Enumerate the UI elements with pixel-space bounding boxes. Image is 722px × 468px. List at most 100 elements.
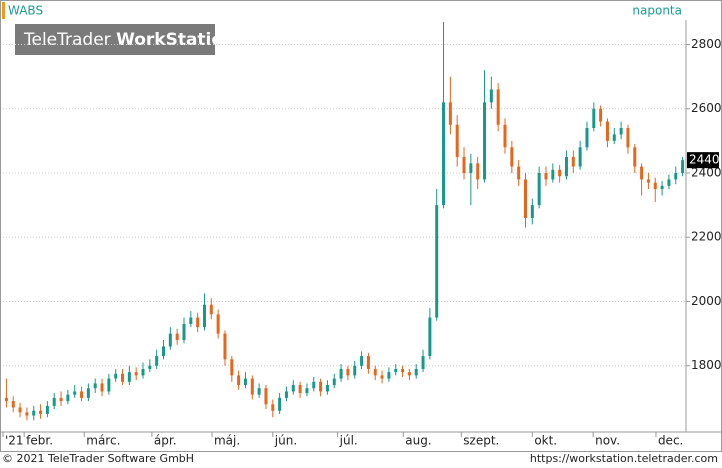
candle-body <box>305 388 309 394</box>
candle-body <box>523 179 527 218</box>
x-tick-label: ápr. <box>154 434 177 448</box>
candle-body <box>421 356 425 369</box>
x-tick-label: dec. <box>658 434 683 448</box>
candle-body <box>209 304 213 315</box>
y-tick-label: 2000 <box>691 294 722 308</box>
watermark-box <box>15 24 215 55</box>
candle-body <box>332 378 336 386</box>
candle-body <box>640 166 644 180</box>
candle-body <box>284 391 288 398</box>
candle-body <box>619 128 623 135</box>
candle-body <box>585 128 589 148</box>
candle-body <box>216 314 220 334</box>
candle-body <box>202 304 206 328</box>
candle-body <box>626 128 630 148</box>
candle-body <box>366 356 370 369</box>
candle-body <box>66 394 70 402</box>
candle-body <box>312 381 316 389</box>
candle-body <box>599 108 603 122</box>
symbol: WABS <box>8 4 43 18</box>
candle-body <box>223 333 227 360</box>
candle-body <box>605 121 609 141</box>
x-tick-label: jún. <box>274 434 297 448</box>
candle-body <box>469 163 473 173</box>
candle-body <box>100 383 104 392</box>
candle-body <box>339 368 343 379</box>
candle-body <box>319 381 323 392</box>
y-tick-label: 2800 <box>691 37 722 51</box>
candle-body <box>93 383 97 389</box>
candle-body <box>503 124 507 148</box>
candle-body <box>134 372 138 376</box>
y-tick-label: 1800 <box>691 358 722 372</box>
candle-body <box>496 89 500 125</box>
candle-body <box>653 182 657 190</box>
candle-body <box>667 179 671 186</box>
candle-body <box>633 147 637 167</box>
x-tick-label: júl. <box>339 434 358 448</box>
copyright: © 2021 TeleTrader Software GmbH <box>2 452 194 465</box>
candle-body <box>592 108 596 129</box>
x-tick-label: márc. <box>86 434 120 448</box>
candle-body <box>537 172 541 206</box>
candle-body <box>196 317 200 328</box>
candle-body <box>483 102 487 180</box>
candle-body <box>612 134 616 141</box>
candle-body <box>237 375 241 386</box>
candle-body <box>73 391 77 395</box>
candle-body <box>414 368 418 376</box>
candle-body <box>681 160 685 173</box>
watermark: TeleTrader WorkStation <box>23 30 235 50</box>
x-tick-label: aug. <box>405 434 431 448</box>
candle-body <box>660 185 664 190</box>
candle-body <box>45 405 49 414</box>
candle-body <box>360 356 364 366</box>
candle-body <box>544 172 548 180</box>
candle-body <box>264 388 268 405</box>
candle-body <box>243 378 247 386</box>
candle-body <box>11 401 15 408</box>
candle-body <box>401 368 405 373</box>
period: naponta <box>632 4 682 18</box>
watermark-bold: WorkStation <box>116 30 235 50</box>
x-tick-label: febr. <box>26 434 53 448</box>
candle-body <box>489 89 493 103</box>
candle-body <box>114 373 118 379</box>
x-tick-label: '21 <box>5 434 24 448</box>
candle-body <box>25 412 29 416</box>
candle-body <box>127 372 131 382</box>
y-tick-label: 2200 <box>691 230 722 244</box>
candle-body <box>18 407 22 413</box>
watermark-light: TeleTrader <box>23 30 111 50</box>
candle-body <box>325 385 329 392</box>
last-price: 2440 <box>689 153 720 167</box>
candle-body <box>428 317 432 357</box>
candle-body <box>674 172 678 180</box>
candle-body <box>141 368 145 376</box>
candle-body <box>168 333 172 347</box>
chart-frame <box>0 0 722 452</box>
x-tick-label: szept. <box>463 434 499 448</box>
x-tick-label: máj. <box>214 434 240 448</box>
candle-body <box>162 346 166 357</box>
x-tick-label: okt. <box>534 434 557 448</box>
candle-body <box>462 156 466 173</box>
candle-body <box>291 385 295 392</box>
candle-body <box>250 378 254 395</box>
candle-body <box>298 385 302 394</box>
x-tick-label: nov. <box>595 434 620 448</box>
candle-body <box>517 166 521 180</box>
candle-body <box>578 147 582 167</box>
y-tick-label: 2600 <box>691 101 722 115</box>
candle-body <box>558 169 562 177</box>
candle-body <box>407 372 411 376</box>
candle-body <box>182 323 186 341</box>
candle-body <box>394 368 398 373</box>
symbol-marker <box>2 2 5 19</box>
candle-body <box>148 365 152 369</box>
candle-body <box>476 163 480 180</box>
candle-body <box>646 179 650 183</box>
candle-body <box>155 356 159 366</box>
candle-body <box>373 368 377 376</box>
